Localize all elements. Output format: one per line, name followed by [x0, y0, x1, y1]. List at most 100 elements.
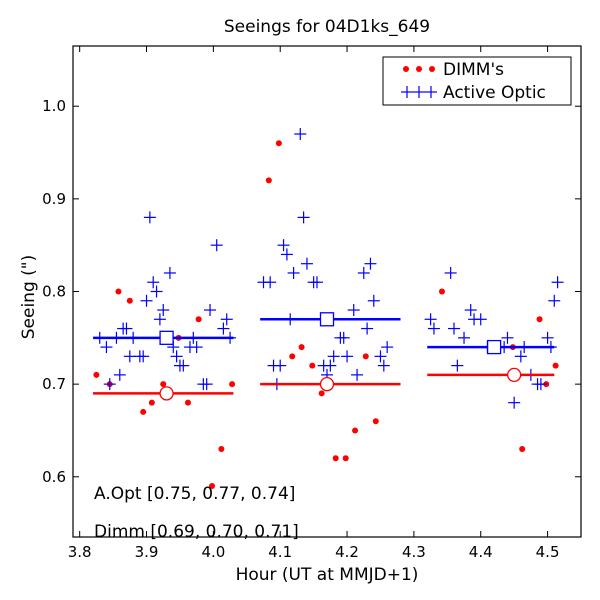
legend-box: [382, 56, 572, 106]
median-lines: [93, 312, 555, 401]
dimm-median-annotation: Dimm [0.69, 0.70, 0.71]: [94, 522, 299, 542]
y-axis-label: Seeing ("): [19, 255, 39, 340]
dimm-point: [140, 408, 147, 415]
active-optic-point: [341, 350, 354, 363]
active-optic-point: [157, 304, 170, 317]
dimm-point: [352, 427, 359, 434]
legend-active-optic-markers: [401, 86, 437, 98]
active-optic-point: [451, 359, 464, 372]
active-optic-point: [508, 396, 521, 409]
active-optic-point: [327, 350, 340, 363]
x-tick-label: 4.0: [201, 543, 225, 561]
legend-label-dimm: DIMM's: [443, 60, 504, 80]
active-optic-point: [324, 359, 337, 372]
x-tick-label: 4.1: [268, 543, 292, 561]
active-optic-median-annotation: A.Opt [0.75, 0.77, 0.74]: [94, 484, 295, 504]
active-optic-point: [274, 359, 287, 372]
dimm-point: [209, 483, 216, 490]
x-tick-label: 4.5: [536, 543, 560, 561]
active-optic-point: [220, 313, 233, 326]
x-tick-label: 4.4: [469, 543, 493, 561]
active-optic-point: [374, 350, 387, 363]
dimm-point: [275, 140, 282, 147]
legend-dimm-dot: [416, 66, 422, 72]
dimm-point: [438, 288, 445, 295]
active-optic-point: [514, 350, 527, 363]
dimm-point: [289, 353, 296, 360]
active-optic-point: [367, 294, 380, 307]
dimm-point: [229, 381, 236, 388]
active-optic-point: [103, 378, 116, 391]
active-optic-point: [217, 322, 230, 335]
active-optic-point: [204, 304, 217, 317]
active-optic-point: [297, 211, 310, 224]
dimm-point: [318, 390, 325, 397]
legend-active-optic-plus: [401, 86, 413, 98]
active-optic-point: [377, 359, 390, 372]
active-optic-point: [100, 341, 113, 354]
dimm-point: [536, 316, 543, 323]
plot-frame: [72, 45, 582, 538]
active-optic-point: [361, 322, 374, 335]
active-optic-median-marker: [319, 312, 335, 327]
active-optic-point: [357, 266, 370, 279]
legend-dimm-dot: [429, 66, 435, 72]
active-optic-point: [153, 313, 166, 326]
dimm-point: [332, 455, 339, 462]
active-optic-point: [444, 266, 457, 279]
y-tick-label: 0.9: [42, 190, 66, 208]
active-optic-point: [300, 257, 313, 270]
active-optic-point: [150, 285, 163, 298]
active-optic-point: [337, 331, 350, 344]
active-optic-point: [424, 313, 437, 326]
x-tick-label: 3.9: [135, 543, 159, 561]
active-optic-point: [427, 322, 440, 335]
active-optic-median-marker: [159, 330, 174, 345]
active-optic-point: [464, 304, 477, 317]
active-optic-point: [294, 128, 307, 141]
active-optic-point: [120, 322, 133, 335]
active-optic-point: [351, 368, 364, 381]
y-tick-label: 1.0: [42, 97, 66, 115]
dimm-point: [218, 445, 225, 452]
legend-active-optic-plus: [425, 86, 437, 98]
y-tick-labels: 0.6 0.7 0.8 0.9 1.0: [42, 97, 66, 486]
legend-dimm-markers: [403, 66, 435, 72]
dimm-point: [148, 399, 155, 406]
dimm-point: [195, 316, 202, 323]
dimm-point: [184, 399, 191, 406]
dimm-point: [115, 288, 122, 295]
x-tick-labels: 3.8 3.9 4.0 4.1 4.2 4.3 4.4 4.5: [68, 543, 560, 561]
x-tick-label: 4.2: [335, 543, 359, 561]
active-optic-point: [551, 276, 564, 289]
active-optic-point: [287, 266, 300, 279]
active-optic-point: [474, 313, 487, 326]
dimm-point: [519, 445, 526, 452]
active-optic-point: [163, 266, 176, 279]
active-optic-point: [137, 350, 150, 363]
active-optic-point: [381, 341, 394, 354]
dimm-series: [93, 140, 559, 490]
dimm-point: [362, 353, 369, 360]
legend-dimm-dot: [403, 66, 409, 72]
legend-label-active-optic: Active Optic: [443, 83, 546, 103]
active-optic-point: [548, 294, 561, 307]
active-optic-point: [280, 248, 293, 261]
active-optic-point: [541, 331, 554, 344]
active-optic-point: [123, 350, 136, 363]
active-optic-point: [501, 331, 514, 344]
active-optic-point: [170, 350, 183, 363]
axis-ticks: [73, 46, 581, 537]
active-optic-point: [310, 276, 323, 289]
dimm-point: [342, 455, 349, 462]
dimm-point: [309, 362, 316, 369]
legend: DIMM's Active Optic: [382, 56, 572, 106]
dimm-point: [552, 362, 559, 369]
y-tick-label: 0.6: [42, 468, 66, 486]
active-optic-point: [190, 341, 203, 354]
active-optic-point: [210, 239, 223, 252]
y-tick-label: 0.8: [42, 283, 66, 301]
dimm-point: [93, 371, 100, 378]
legend-active-optic-plus: [413, 86, 425, 98]
